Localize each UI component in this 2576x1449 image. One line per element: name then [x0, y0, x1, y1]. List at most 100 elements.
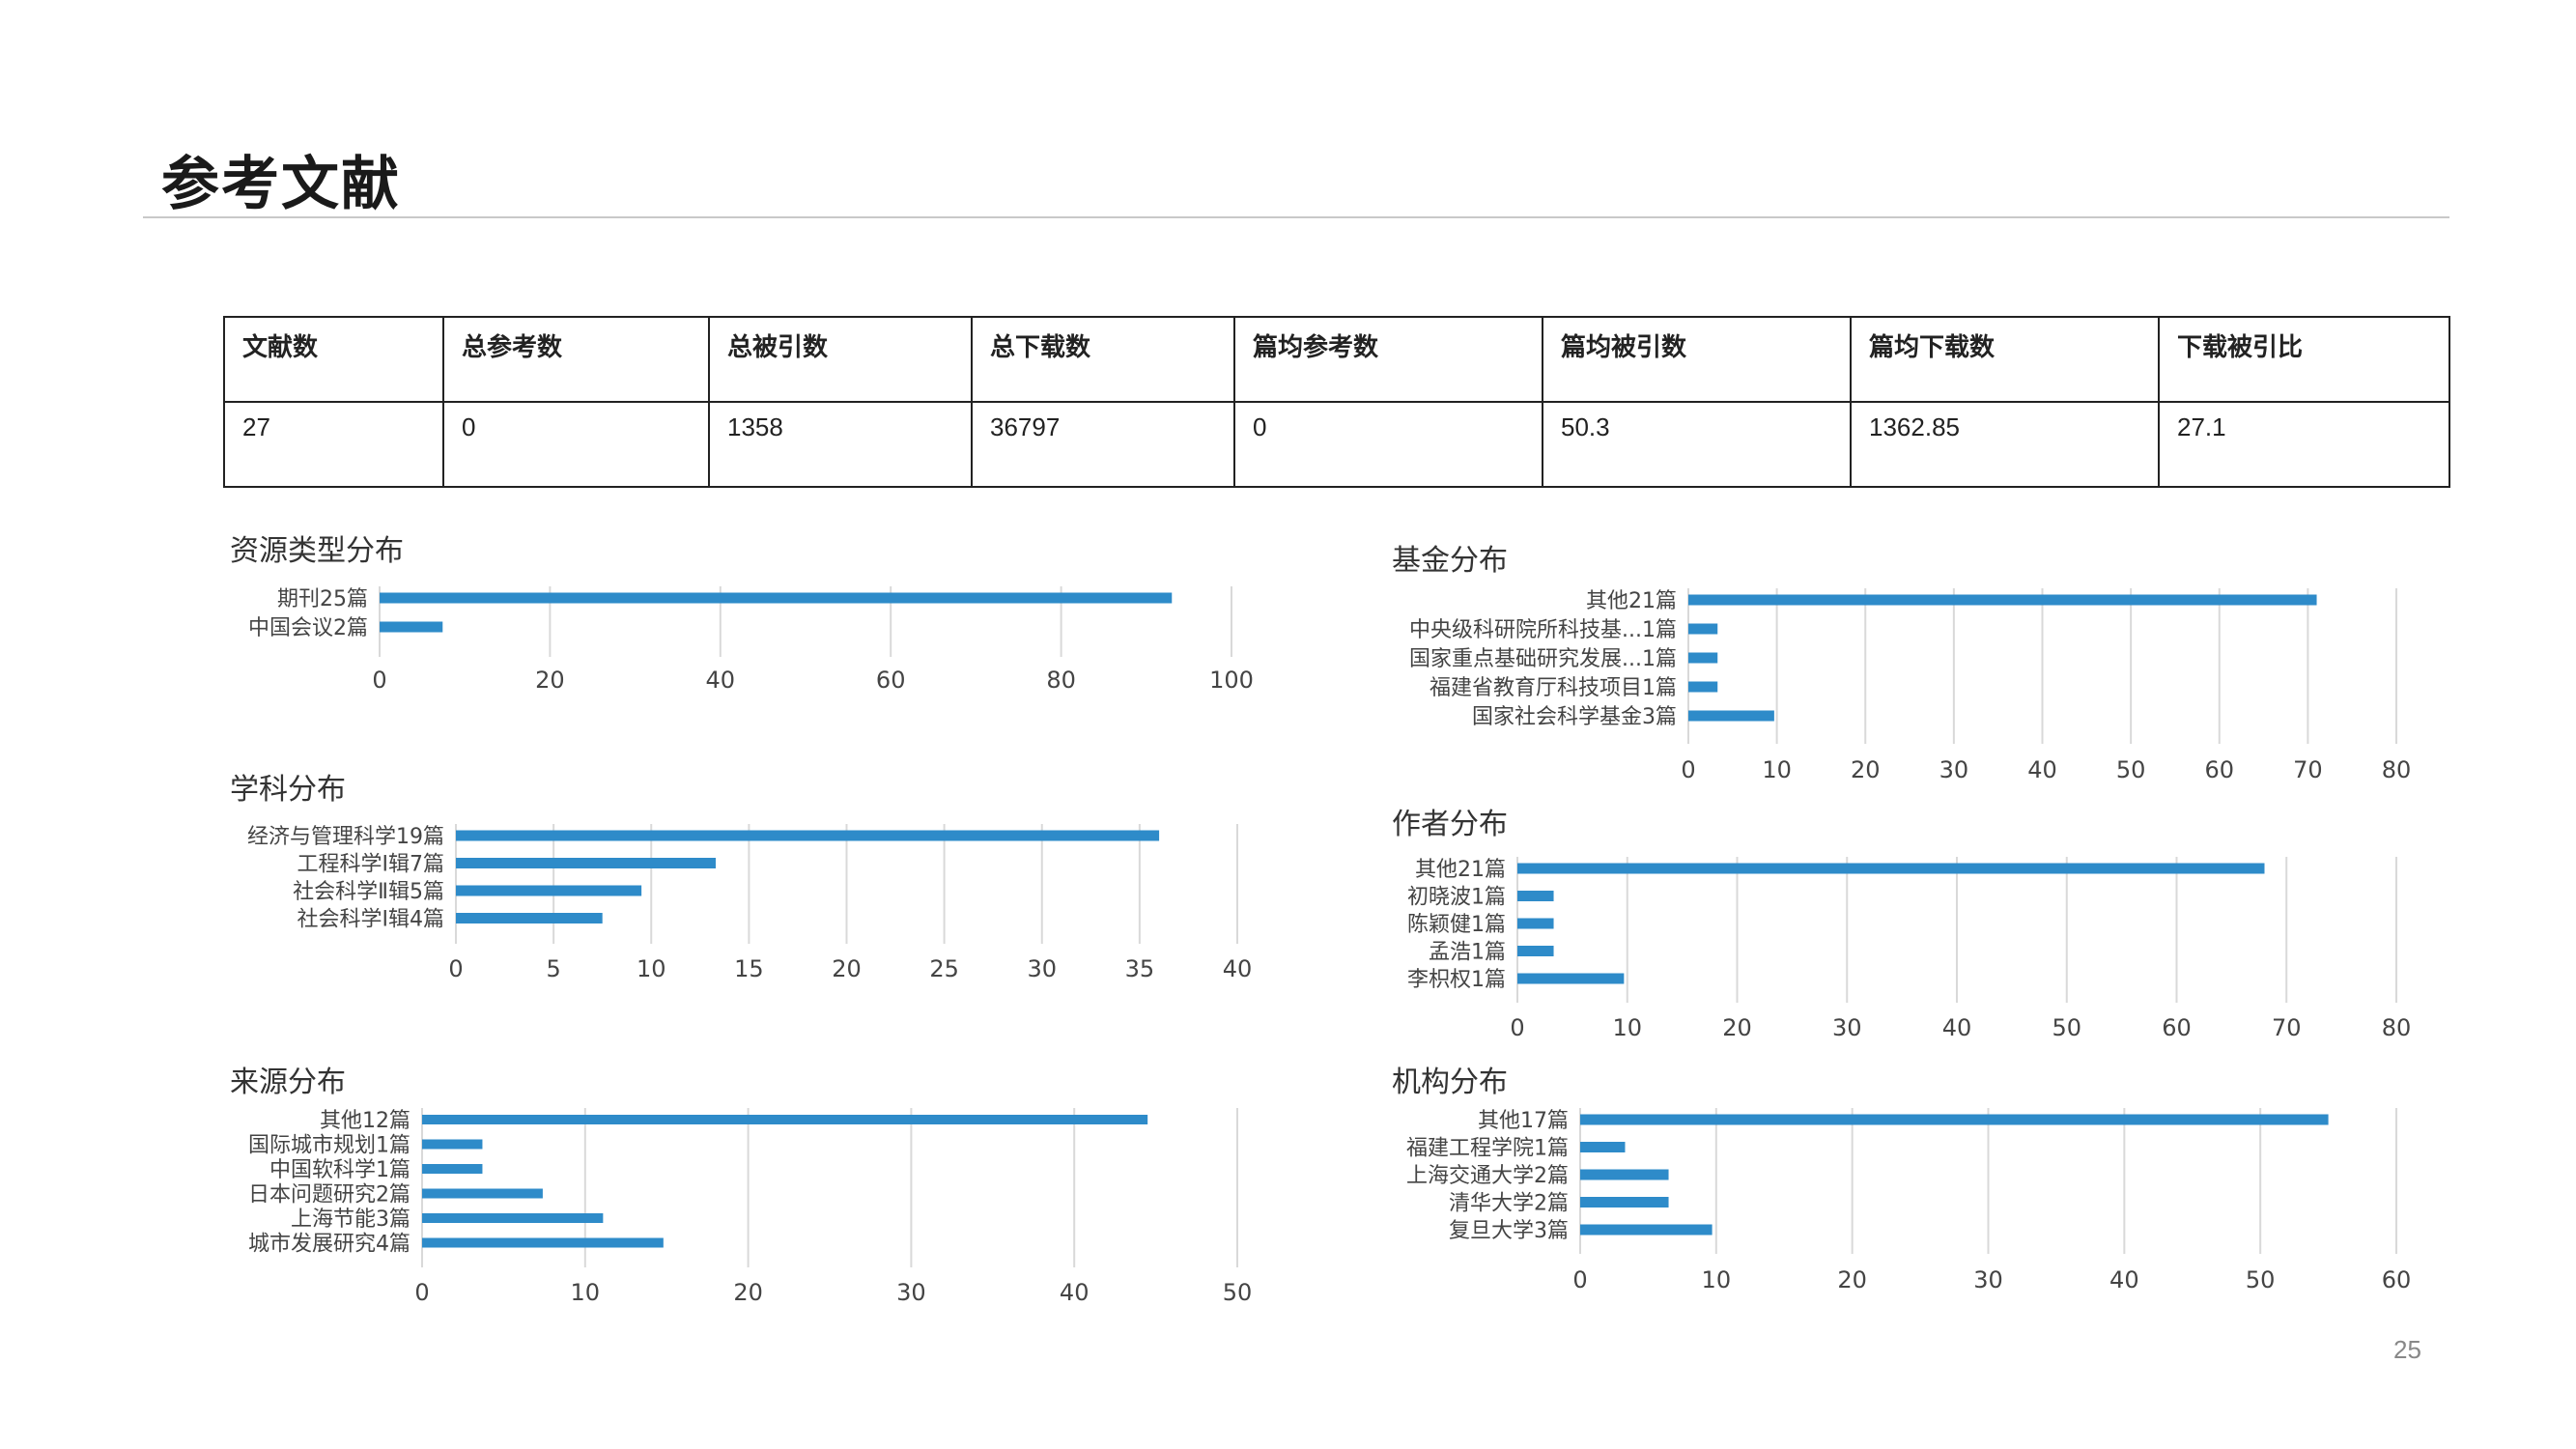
author-tick-label: 60: [2162, 1014, 2192, 1041]
author-bar: [1517, 891, 1554, 901]
source-tick-label: 40: [1060, 1279, 1090, 1306]
source-tick-label: 10: [571, 1279, 601, 1306]
author-category-label: 孟浩1篇: [1429, 941, 1506, 965]
resource-category-label: 中国会议2篇: [248, 616, 368, 640]
fund-chart-group: 0 10 20 30 40 50 60 70 80 其他21篇中央级科研院所科技基...1篇国家重…: [1409, 588, 2411, 783]
fund-bar: [1688, 623, 1718, 635]
source-bar: [422, 1164, 483, 1174]
author-tick-label: 20: [1722, 1014, 1752, 1041]
value-cell: 50.3: [1542, 401, 1852, 488]
resource-tick-label: 0: [372, 667, 386, 694]
author-category-label: 李枳权1篇: [1407, 968, 1506, 992]
fund-category-label: 其他21篇: [1586, 589, 1677, 613]
page-title: 参考文献: [161, 151, 401, 218]
source-tick-label: 50: [1223, 1279, 1253, 1306]
chart-title-institution: 机构分布: [1392, 1065, 1508, 1099]
institution-bar: [1580, 1169, 1669, 1180]
source-category-label: 其他12篇: [320, 1109, 410, 1133]
author-chart-group: 0 10 20 30 40 50 60 70 80 其他21篇初晓波1篇陈颖健1篇孟浩1篇李枳权1…: [1407, 857, 2411, 1041]
resource-tick-label: 80: [1046, 667, 1076, 694]
header-cell: 篇均被引数: [1542, 316, 1852, 403]
author-tick-label: 10: [1612, 1014, 1642, 1041]
author-tick-label: 70: [2272, 1014, 2302, 1041]
fund-category-label: 国家社会科学基金3篇: [1472, 705, 1677, 729]
source-category-label: 城市发展研究4篇: [248, 1233, 410, 1257]
subject-tick-label: 5: [546, 955, 560, 982]
source-category-label: 日本问题研究2篇: [248, 1183, 410, 1208]
source-bar: [422, 1139, 483, 1150]
fund-tick-label: 0: [1681, 756, 1695, 783]
subject-category-label: 社会科学Ⅱ辑5篇: [293, 880, 444, 904]
source-tick-label: 0: [414, 1279, 429, 1306]
author-tick-label: 80: [2382, 1014, 2412, 1041]
fund-tick-label: 20: [1851, 756, 1881, 783]
author-bar: [1517, 918, 1554, 929]
source-category-label: 国际城市规划1篇: [248, 1134, 410, 1158]
fund-tick-label: 10: [1762, 756, 1792, 783]
author-tick-label: 40: [1942, 1014, 1972, 1041]
institution-bar: [1580, 1142, 1626, 1152]
subject-category-label: 工程科学Ⅰ辑7篇: [297, 853, 445, 877]
author-bar: [1517, 863, 2265, 874]
header-cell: 篇均下载数: [1850, 316, 2160, 403]
header-cell: 篇均参考数: [1233, 316, 1543, 403]
author-category-label: 初晓波1篇: [1407, 886, 1506, 910]
subject-bar: [456, 858, 716, 868]
source-tick-label: 30: [896, 1279, 926, 1306]
chart-title-subject: 学科分布: [230, 773, 346, 807]
subject-category-label: 经济与管理科学19篇: [247, 825, 444, 849]
fund-bar: [1688, 710, 1774, 722]
institution-tick-label: 30: [1973, 1266, 2003, 1293]
header-cell: 文献数: [223, 316, 444, 403]
value-cell: 27: [223, 401, 444, 488]
subject-tick-label: 40: [1223, 955, 1253, 982]
header-cell: 总下载数: [971, 316, 1235, 403]
author-bar: [1517, 973, 1625, 984]
source-bar: [422, 1237, 664, 1248]
header-cell: 下载被引比: [2158, 316, 2450, 403]
institution-tick-label: 10: [1702, 1266, 1732, 1293]
fund-category-label: 国家重点基础研究发展...1篇: [1409, 647, 1677, 671]
subject-category-label: 社会科学Ⅰ辑4篇: [297, 908, 445, 932]
institution-tick-label: 20: [1837, 1266, 1867, 1293]
chart-title-source: 来源分布: [230, 1065, 346, 1099]
value-cell: 36797: [971, 401, 1235, 488]
fund-bar: [1688, 594, 2317, 606]
fund-tick-label: 70: [2293, 756, 2323, 783]
title-divider: [143, 216, 2449, 218]
author-bar: [1517, 946, 1554, 956]
institution-category-label: 其他17篇: [1478, 1109, 1569, 1133]
subject-bar: [456, 830, 1160, 841]
institution-bar: [1580, 1224, 1713, 1236]
institution-tick-label: 40: [2109, 1266, 2139, 1293]
institution-tick-label: 60: [2382, 1266, 2412, 1293]
header-cell: 总被引数: [708, 316, 973, 403]
value-cell: 0: [1233, 401, 1543, 488]
institution-category-label: 复旦大学3篇: [1449, 1219, 1569, 1243]
fund-tick-label: 50: [2116, 756, 2146, 783]
fund-tick-label: 80: [2382, 756, 2412, 783]
value-cell: 27.1: [2158, 401, 2450, 488]
fund-category-label: 福建省教育厅科技项目1篇: [1430, 676, 1677, 700]
resource-bar: [380, 621, 443, 633]
resource-tick-label: 20: [535, 667, 565, 694]
subject-chart-group: 0 5 10 15 20 25 30 35 40 经济与管理科学19篇工程科学Ⅰ辑7篇社会科学Ⅱ辑…: [247, 824, 1252, 982]
source-category-label: 上海节能3篇: [291, 1208, 410, 1232]
chart-title-author: 作者分布: [1392, 808, 1508, 841]
author-category-label: 其他21篇: [1415, 858, 1506, 882]
subject-tick-label: 10: [637, 955, 666, 982]
author-category-label: 陈颖健1篇: [1407, 913, 1506, 937]
author-tick-label: 0: [1510, 1014, 1524, 1041]
resource-tick-label: 60: [876, 667, 906, 694]
source-category-label: 中国软科学1篇: [269, 1158, 410, 1182]
value-cell: 1362.85: [1850, 401, 2160, 488]
fund-tick-label: 40: [2027, 756, 2057, 783]
institution-category-label: 福建工程学院1篇: [1406, 1137, 1569, 1161]
resource-tick-label: 100: [1209, 667, 1254, 694]
institution-bar: [1580, 1114, 2329, 1125]
source-bar: [422, 1115, 1148, 1124]
subject-tick-label: 20: [832, 955, 862, 982]
subject-tick-label: 25: [929, 955, 959, 982]
institution-category-label: 上海交通大学2篇: [1406, 1164, 1569, 1188]
